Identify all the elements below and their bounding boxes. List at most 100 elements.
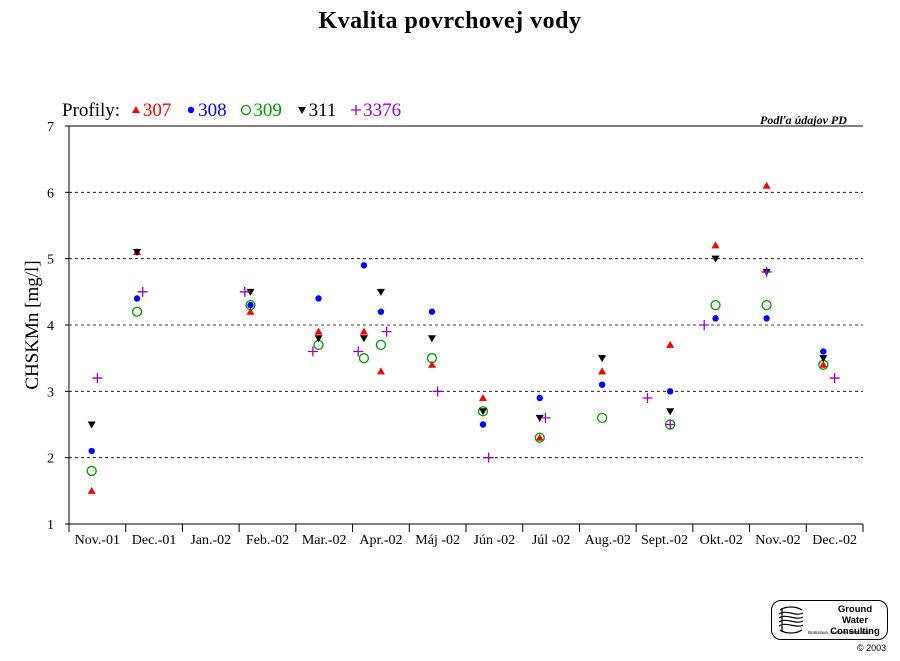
point-311-10 — [666, 408, 675, 416]
ground-water-consulting-logo: Ground Water Consulting Bratislava, SLOV… — [771, 600, 888, 640]
point-3376-5 — [381, 326, 392, 337]
legend-symbol-308 — [180, 100, 198, 121]
point-307-10 — [666, 340, 675, 348]
x-tick-label-3: Feb.-02 — [246, 533, 289, 548]
point-308-4 — [360, 262, 368, 269]
point-311-4 — [359, 335, 368, 343]
point-307-4 — [359, 327, 368, 335]
series-3376 — [92, 266, 840, 463]
point-309-6 — [426, 353, 438, 364]
point-311-5 — [376, 288, 385, 296]
legend-mark-309 — [241, 104, 252, 116]
point-311-6 — [427, 335, 436, 343]
point-308-12 — [763, 315, 770, 322]
point-308-9 — [598, 381, 606, 388]
y-axis-label: CHSKMn [mg/l] — [22, 260, 43, 389]
y-tick-label-7: 7 — [47, 120, 54, 135]
point-3376-3 — [307, 346, 318, 357]
point-3376-10 — [665, 419, 676, 430]
point-307-5 — [376, 367, 385, 375]
legend-marker-3376 — [351, 105, 362, 115]
point-308-10 — [666, 388, 674, 395]
point-3376-0 — [92, 373, 103, 384]
point-307-7 — [479, 393, 488, 401]
point-308-6 — [428, 308, 436, 315]
legend-symbol-311 — [291, 100, 309, 121]
point-311-7 — [479, 408, 488, 416]
point-308-0 — [88, 447, 95, 455]
chart-title: Kvalita povrchovej vody — [318, 8, 582, 34]
axes: 1 2 3 4 5 6 7 Nov.-01 Dec.-01 Jan.-02 Feb.-02 Mar.-… — [47, 120, 864, 548]
point-309-1 — [131, 306, 143, 317]
legend-symbol-307 — [125, 100, 143, 121]
legend-marker-309 — [241, 104, 252, 116]
point-3376-9 — [642, 392, 653, 403]
legend-item-3376: 3376 — [345, 100, 401, 121]
point-311-11 — [711, 255, 720, 263]
point-3376-13 — [829, 373, 840, 384]
point-311-13 — [819, 355, 828, 363]
legend-label-3376: 3376 — [363, 100, 402, 121]
x-tick-label-10: Sept.-02 — [641, 533, 688, 548]
logo-line-3: Bratislava, SLOVAK REPUBLIC — [808, 630, 872, 635]
legend-item-311: 311 — [291, 100, 337, 121]
point-3376-11 — [699, 320, 710, 330]
y-tick-label-1: 1 — [47, 518, 54, 533]
legend-label-307: 307 — [142, 100, 172, 121]
point-309-12 — [761, 299, 772, 311]
point-307-8 — [535, 433, 544, 441]
series-311 — [87, 249, 828, 429]
point-3376-8 — [540, 412, 551, 423]
point-309-7 — [477, 406, 489, 417]
legend-prefix: Profily: — [62, 100, 121, 121]
y-tick-label-3: 3 — [47, 385, 54, 400]
point-307-2 — [246, 307, 255, 315]
point-308-5 — [377, 308, 385, 315]
x-tick-label-5: Apr.-02 — [359, 533, 402, 548]
point-3376-12 — [761, 266, 772, 277]
point-311-0 — [87, 421, 96, 429]
logo-line-2: Consulting — [830, 626, 880, 637]
legend-marker-311 — [297, 107, 306, 114]
point-309-11 — [710, 299, 721, 311]
point-308-1 — [133, 295, 141, 302]
point-309-4 — [358, 353, 370, 364]
point-308-7 — [479, 421, 487, 428]
legend-mark-307 — [131, 106, 140, 113]
point-308-2 — [247, 301, 254, 309]
x-tick-label-7: Jún -02 — [474, 533, 516, 548]
legend-label-309: 309 — [253, 100, 282, 121]
x-tick-label-6: Máj -02 — [415, 533, 460, 548]
y-tick-label-6: 6 — [47, 186, 54, 201]
waves-logo-icon — [778, 606, 804, 634]
point-308-8 — [536, 394, 543, 402]
y-tick-label-2: 2 — [47, 452, 54, 467]
point-311-9 — [598, 355, 607, 363]
logo-line-1: Ground Water — [837, 604, 873, 626]
point-311-3 — [314, 335, 323, 343]
point-3376-2 — [239, 286, 250, 297]
point-309-0 — [86, 465, 97, 477]
source-note: Podľa údajov PD — [760, 113, 847, 127]
legend-mark-308 — [187, 106, 195, 114]
x-tick-label-13: Dec.-02 — [812, 533, 857, 548]
point-3376-4 — [353, 346, 364, 357]
point-307-9 — [598, 367, 607, 375]
point-307-13 — [819, 360, 828, 368]
x-tick-label-1: Dec.-01 — [132, 533, 177, 548]
point-309-8 — [534, 432, 545, 443]
point-309-5 — [375, 339, 387, 351]
legend-mark-3376 — [351, 105, 362, 115]
y-tick-label-5: 5 — [47, 253, 54, 268]
legend-label-311: 311 — [308, 100, 337, 121]
point-309-9 — [596, 412, 608, 424]
legend-label-308: 308 — [198, 100, 227, 121]
point-311-1 — [133, 249, 142, 257]
x-tick-label-11: Okt.-02 — [700, 533, 743, 548]
point-308-11 — [712, 315, 719, 322]
series-309 — [86, 299, 829, 477]
point-3376-1 — [137, 286, 148, 297]
x-tick-label-4: Mar.-02 — [302, 533, 347, 548]
point-307-6 — [427, 360, 436, 368]
